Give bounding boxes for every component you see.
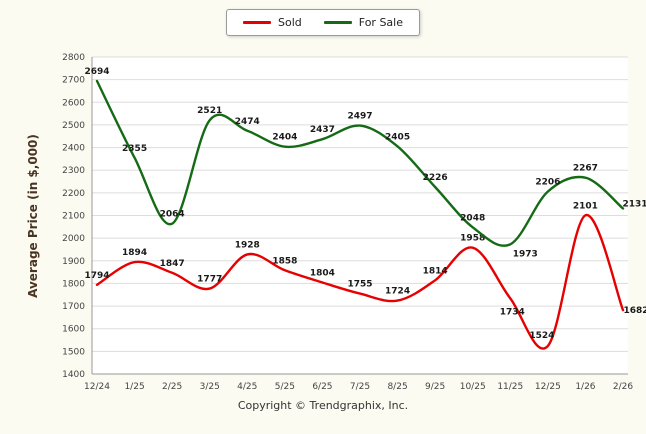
- y-tick-label: 1600: [62, 325, 85, 335]
- sold-value-label: 1724: [385, 287, 410, 297]
- for-sale-value-label: 2064: [160, 210, 185, 220]
- x-tick-label: 5/25: [275, 382, 295, 392]
- legend-item-sold: Sold: [243, 16, 302, 29]
- y-tick-label: 2200: [62, 189, 85, 199]
- y-tick-label: 1900: [62, 257, 85, 267]
- for-sale-value-label: 2404: [272, 133, 297, 143]
- x-tick-label: 4/25: [237, 382, 257, 392]
- y-axis-tick-labels: 1400 1500 1600 1700 1800 1900 2000 2100 2200 2300…: [62, 53, 85, 380]
- for-sale-value-label: 2131: [622, 199, 646, 209]
- x-tick-label: 11/25: [497, 382, 523, 392]
- x-tick-label: 7/25: [350, 382, 370, 392]
- for-sale-value-label: 1973: [513, 249, 538, 259]
- for-sale-value-label: 2355: [122, 144, 147, 154]
- sold-value-label: 1755: [347, 280, 372, 290]
- x-tick-label: 12/24: [84, 382, 110, 392]
- sold-line-swatch: [243, 21, 271, 24]
- for-sale-line-swatch: [323, 21, 352, 24]
- x-tick-label: 9/25: [425, 382, 445, 392]
- x-tick-label: 2/26: [613, 382, 633, 392]
- sold-value-label: 1794: [84, 271, 109, 281]
- sold-value-label: 1858: [272, 256, 297, 266]
- y-axis-title: Average Price (in $,000): [26, 134, 40, 298]
- sold-value-label: 1682: [623, 306, 646, 316]
- for-sale-value-label: 2267: [573, 164, 598, 174]
- for-sale-value-label: 2048: [460, 213, 485, 223]
- sold-value-label: 1894: [122, 248, 147, 258]
- x-tick-label: 1/26: [575, 382, 595, 392]
- sold-value-label: 1524: [529, 331, 554, 341]
- sold-value-label: 1958: [460, 234, 485, 244]
- sold-value-label: 1777: [197, 275, 222, 285]
- sold-value-label: 1928: [235, 240, 260, 250]
- legend-label-sold: Sold: [278, 16, 302, 29]
- x-tick-label: 1/25: [124, 382, 144, 392]
- y-tick-label: 2600: [62, 98, 85, 108]
- x-tick-label: 10/25: [460, 382, 486, 392]
- x-tick-label: 12/25: [535, 382, 561, 392]
- copyright-text: Copyright © Trendgraphix, Inc.: [237, 399, 409, 412]
- for-sale-value-label: 2521: [197, 106, 222, 116]
- sold-point-labels: 1794 1894 1847 1777 1928 1858 1804 1755 1724 1814…: [84, 201, 646, 341]
- for-sale-line: [95, 79, 625, 247]
- for-sale-value-label: 2694: [84, 67, 109, 77]
- y-tick-label: 1400: [62, 370, 85, 380]
- y-tick-label: 1800: [62, 279, 85, 289]
- y-tick-label: 2500: [62, 121, 85, 131]
- sold-line: [95, 214, 625, 350]
- sold-value-label: 1814: [423, 266, 448, 276]
- legend-item-for-sale: For Sale: [323, 16, 403, 29]
- sold-value-label: 1847: [160, 259, 185, 269]
- for-sale-value-label: 2497: [347, 112, 372, 122]
- y-tick-label: 2100: [62, 212, 85, 222]
- y-tick-label: 2400: [62, 144, 85, 154]
- sold-value-label: 1734: [500, 307, 525, 317]
- y-tick-label: 2800: [62, 53, 85, 63]
- y-tick-label: 2300: [62, 166, 85, 176]
- sold-value-label: 2101: [573, 201, 598, 211]
- sold-value-label: 1804: [310, 269, 335, 279]
- for-sale-value-label: 2405: [385, 132, 410, 142]
- y-tick-label: 1700: [62, 302, 85, 312]
- for-sale-value-label: 2226: [423, 173, 448, 183]
- y-tick-label: 2700: [62, 76, 85, 86]
- chart-legend: Sold For Sale: [226, 9, 420, 36]
- x-axis-tick-labels: 12/24 1/25 2/25 3/25 4/25 5/25 6/25 7/25 8/25 9/2…: [84, 382, 633, 392]
- for-sale-point-labels: 2694 2355 2064 2521 2474 2404 2437 2497 2405 2226…: [84, 67, 646, 259]
- x-tick-label: 3/25: [200, 382, 220, 392]
- gridlines: [92, 56, 628, 375]
- x-tick-label: 2/25: [162, 382, 182, 392]
- x-tick-label: 8/25: [387, 382, 407, 392]
- y-tick-label: 2000: [62, 234, 85, 244]
- y-tick-label: 1500: [62, 347, 85, 357]
- legend-label-for-sale: For Sale: [358, 16, 403, 29]
- for-sale-value-label: 2474: [235, 117, 260, 127]
- x-tick-label: 6/25: [312, 382, 332, 392]
- for-sale-value-label: 2206: [535, 177, 560, 187]
- for-sale-value-label: 2437: [310, 125, 335, 135]
